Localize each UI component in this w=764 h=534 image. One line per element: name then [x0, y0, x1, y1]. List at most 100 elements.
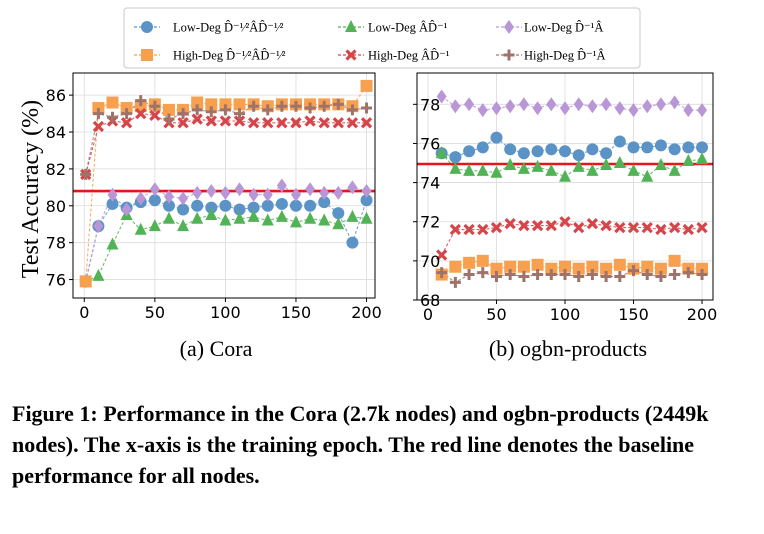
data-point-s4	[233, 115, 246, 127]
data-point-s1	[233, 211, 246, 224]
legend-label: High-Deg ÂD̂⁻¹	[368, 48, 450, 62]
data-point-s4	[531, 220, 544, 232]
data-point-s0	[476, 141, 489, 154]
data-point-s5	[696, 269, 708, 281]
data-point-s5	[205, 106, 217, 118]
data-point-s1	[449, 161, 462, 174]
data-point-s3	[668, 254, 681, 267]
data-point-s0	[148, 194, 161, 207]
data-point-s4	[545, 220, 557, 232]
data-point-s1	[289, 215, 302, 228]
data-point-s2	[505, 99, 516, 114]
data-point-s0	[219, 199, 232, 212]
data-point-s0	[545, 143, 558, 156]
x-tick-label: 50	[486, 305, 506, 324]
legend-label: Low-Deg ÂD̂⁻¹	[368, 20, 448, 34]
data-point-s1	[247, 209, 260, 222]
data-point-s3	[504, 260, 517, 273]
data-point-s5	[545, 269, 557, 281]
data-point-s4	[262, 117, 274, 129]
data-point-s5	[121, 108, 133, 120]
data-point-s2	[587, 99, 598, 114]
data-point-s1	[627, 163, 640, 176]
subcaption-ogbn-products: (b) ogbn-products	[489, 336, 647, 361]
data-point-s0	[318, 196, 331, 209]
data-point-s4	[586, 218, 599, 230]
data-point-s4	[248, 117, 260, 129]
data-point-s3	[641, 260, 654, 273]
x-tick-label: 150	[281, 303, 312, 322]
data-point-s1	[517, 161, 530, 174]
data-point-s1	[106, 237, 119, 250]
data-point-s1	[490, 165, 503, 178]
data-point-s1	[134, 222, 147, 235]
data-point-s0	[559, 145, 571, 158]
data-point-s5	[682, 267, 694, 279]
data-point-s2	[518, 97, 529, 112]
data-point-s0	[191, 199, 204, 212]
data-point-s0	[289, 199, 302, 212]
data-point-s0	[586, 143, 599, 156]
data-point-s0	[654, 139, 667, 152]
data-point-s5	[586, 269, 598, 281]
data-point-s5	[449, 276, 461, 288]
data-point-s3	[463, 256, 476, 269]
data-point-s2	[601, 97, 612, 112]
legend-marker	[141, 49, 153, 61]
data-point-s4	[668, 221, 681, 234]
data-point-s0	[247, 201, 260, 214]
data-point-s4	[518, 220, 530, 232]
data-point-s2	[683, 103, 694, 118]
data-point-s0	[668, 143, 681, 156]
x-tick-label: 0	[79, 303, 89, 322]
data-point-s1	[435, 146, 448, 159]
data-point-s1	[205, 208, 218, 221]
y-tick-label: 78	[46, 234, 66, 253]
data-point-s3	[92, 102, 105, 115]
data-point-s4	[360, 117, 373, 129]
data-point-s5	[463, 269, 475, 281]
y-tick-label: 70	[420, 252, 440, 271]
data-point-s3	[449, 260, 462, 273]
data-point-s3	[79, 275, 92, 288]
data-point-s0	[627, 141, 640, 154]
data-point-s0	[304, 199, 317, 212]
data-point-s0	[261, 199, 274, 212]
data-point-s2	[121, 202, 132, 217]
data-point-s4	[276, 117, 288, 129]
data-point-s5	[614, 271, 626, 283]
data-point-s5	[669, 269, 681, 281]
data-point-s0	[696, 141, 709, 154]
legend-item: High-Deg ÂD̂⁻¹	[338, 48, 450, 63]
data-point-s0	[490, 131, 503, 144]
data-point-s4	[641, 221, 653, 234]
data-point-s5	[248, 100, 260, 112]
data-point-s0	[360, 194, 373, 207]
y-tick-label: 82	[46, 160, 66, 179]
data-point-s4	[332, 117, 344, 129]
data-point-s1	[600, 157, 613, 170]
data-point-s5	[304, 102, 316, 114]
data-point-s4	[573, 221, 585, 234]
legend-marker	[504, 20, 514, 34]
data-point-s5	[92, 108, 104, 120]
data-point-s2	[178, 191, 189, 206]
x-tick-label: 150	[618, 305, 649, 324]
y-tick-label: 86	[46, 86, 66, 105]
data-point-s1	[504, 157, 517, 170]
data-point-s2	[464, 97, 475, 112]
data-point-s4	[318, 117, 330, 129]
y-tick-label: 74	[420, 174, 440, 193]
data-point-s2	[290, 187, 301, 202]
data-point-s4	[436, 249, 448, 261]
data-point-s2	[262, 187, 273, 202]
y-axis-label: Test Accuracy (%)	[18, 100, 44, 278]
data-point-s0	[332, 207, 345, 220]
data-point-s1	[177, 219, 190, 232]
data-point-s1	[162, 211, 175, 224]
x-tick-label: 100	[550, 305, 581, 324]
data-point-s2	[248, 187, 259, 202]
data-point-s0	[205, 201, 218, 214]
series-layer	[417, 89, 713, 288]
data-point-s4	[490, 221, 503, 234]
